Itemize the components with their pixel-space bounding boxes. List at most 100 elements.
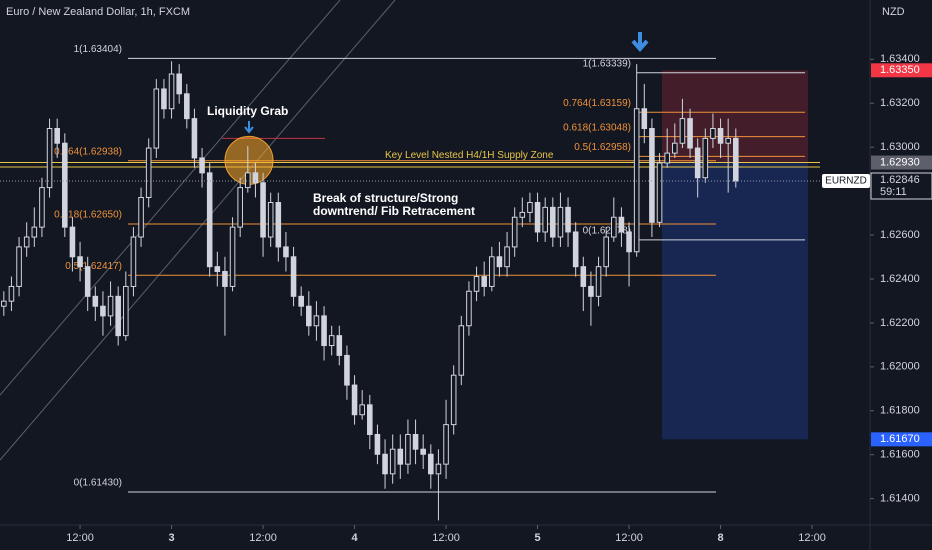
candle-body xyxy=(313,315,320,327)
y-tick-label: 1.62200 xyxy=(880,317,920,329)
candle-body xyxy=(62,142,68,228)
candle-body xyxy=(290,256,297,297)
candle-body xyxy=(611,216,617,238)
candle-body xyxy=(54,128,60,144)
candle-body xyxy=(428,453,434,475)
y-tick-label: 1.62400 xyxy=(880,273,920,285)
candle-body xyxy=(39,187,45,228)
candle-body xyxy=(717,128,724,144)
candle-body xyxy=(481,276,487,287)
y-tick-label: 1.62000 xyxy=(880,361,920,373)
candle-body xyxy=(580,266,587,287)
candle-body xyxy=(603,236,609,268)
candle-body xyxy=(191,118,198,159)
candle-body xyxy=(229,226,236,287)
candle-body xyxy=(511,216,518,248)
price-box-label: 1.61670 xyxy=(880,433,920,445)
last-price-label: 1.62846 xyxy=(880,174,920,186)
candle-body xyxy=(344,354,350,386)
candle-body xyxy=(641,108,648,130)
x-tick-label: 4 xyxy=(351,532,358,544)
note-line: downtrend/ Fib Retracement xyxy=(313,204,475,218)
candle-body xyxy=(206,172,213,268)
candle-body xyxy=(252,172,259,184)
currency: NZD xyxy=(882,6,905,18)
candle-body xyxy=(351,384,358,416)
candle-body xyxy=(710,128,716,139)
fib-label: 1(1.63404) xyxy=(74,44,122,55)
chart-title: Euro / New Zealand Dollar, 1h, FXCM xyxy=(6,6,190,18)
candle-body xyxy=(405,433,411,465)
x-tick-label: 12:00 xyxy=(798,532,826,544)
y-tick-label: 1.61600 xyxy=(880,449,920,461)
candle-body xyxy=(679,118,686,144)
countdown: 59:11 xyxy=(880,186,907,198)
candle-body xyxy=(588,285,594,297)
candle-body xyxy=(565,206,571,233)
last-price-box xyxy=(870,172,932,200)
candle-body xyxy=(16,246,22,287)
candle-body xyxy=(336,335,343,356)
fib-label: 0(1.62578) xyxy=(583,226,631,237)
candle-body xyxy=(123,285,129,337)
candle-body xyxy=(473,276,480,292)
candle-body xyxy=(618,216,625,233)
y-tick-label: 1.61400 xyxy=(880,493,920,505)
candle-body xyxy=(694,147,701,179)
candle-body xyxy=(412,433,419,450)
liquidity-label: Liquidity Grab xyxy=(207,104,288,118)
price-box xyxy=(871,63,932,78)
candle-body xyxy=(145,147,152,198)
candle-body xyxy=(496,256,503,268)
candle-body xyxy=(389,448,396,475)
x-tick-label: 12:00 xyxy=(66,532,94,544)
candle-body xyxy=(725,137,731,144)
price-box xyxy=(871,432,932,447)
candle-body xyxy=(267,202,274,238)
candle-body xyxy=(23,236,30,248)
candle-body xyxy=(283,246,289,258)
y-tick-label: 1.63200 xyxy=(880,97,920,109)
candle-body xyxy=(100,305,106,317)
candle-body xyxy=(260,182,266,238)
candle-body xyxy=(184,93,190,120)
candle-body xyxy=(359,404,365,416)
channel-line xyxy=(0,0,396,461)
candle-body xyxy=(275,202,282,248)
x-tick-label: 3 xyxy=(168,532,174,544)
candle-body xyxy=(672,142,678,154)
candle-body xyxy=(733,137,739,182)
candle-body xyxy=(31,226,38,238)
candle-body xyxy=(138,196,144,238)
fib-label: 0.764(1.63159) xyxy=(563,98,631,109)
candle-body xyxy=(702,137,709,179)
candle-body xyxy=(504,246,510,268)
candle-body xyxy=(420,448,426,455)
fib-label: 0(1.61430) xyxy=(74,478,122,489)
candle-body xyxy=(328,335,335,347)
candle-body xyxy=(107,295,114,317)
y-tick-label: 1.61800 xyxy=(880,405,920,417)
price-box-label: 1.63350 xyxy=(880,64,920,76)
fib-label: 0.5(1.62417) xyxy=(65,261,122,272)
fib-label: 0.5(1.62958) xyxy=(574,142,631,153)
candle-body xyxy=(298,295,304,307)
x-tick-label: 5 xyxy=(534,532,540,544)
candle-body xyxy=(306,305,312,327)
candle-body xyxy=(222,271,228,287)
key-zone-label: Key Level Nested H4/1H Supply Zone xyxy=(385,150,554,161)
candle-body xyxy=(92,295,99,307)
candle-body xyxy=(633,108,640,253)
candle-body xyxy=(626,231,632,253)
y-tick-label: 1.62600 xyxy=(880,229,920,241)
candle-body xyxy=(77,256,83,268)
candle-body xyxy=(367,404,373,435)
candle-body xyxy=(557,206,564,238)
candle-body xyxy=(519,211,526,218)
candle-body xyxy=(595,266,602,297)
candle-body xyxy=(572,231,579,268)
candle-body xyxy=(664,152,670,164)
symbol-label: EURNZD xyxy=(825,176,867,187)
candle-body xyxy=(397,448,404,465)
y-tick-label: 1.63000 xyxy=(880,141,920,153)
